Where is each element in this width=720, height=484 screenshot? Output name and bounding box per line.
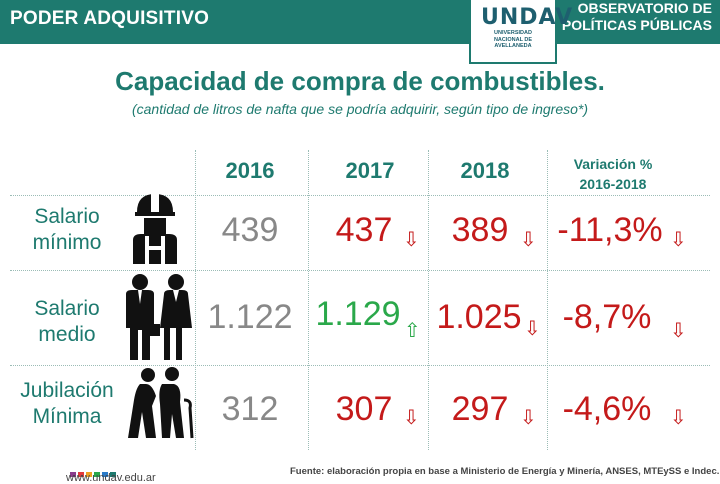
- elderly-couple-icon: [128, 367, 194, 439]
- cell-salario-medio-2017: 1.129: [315, 295, 401, 333]
- row-label-line2: Mínima: [32, 405, 102, 428]
- undav-logo: UNDAV UNIVERSIDAD NACIONAL DE AVELLANEDA: [469, 0, 572, 64]
- down-arrow-icon: ⇩: [670, 227, 687, 251]
- section-title: PODER ADQUISITIVO: [10, 8, 210, 29]
- grid-vline: [428, 150, 429, 450]
- col-header-variation: Variación % 2016-2018: [558, 154, 668, 194]
- cell-salario-minimo-2016: 439: [221, 211, 279, 249]
- page-title: Capacidad de compra de combustibles.: [115, 66, 605, 96]
- org-name: OBSERVATORIO DE POLÍTICAS PÚBLICAS: [562, 0, 712, 34]
- grid-hline: [10, 270, 710, 271]
- grid-vline: [547, 150, 548, 450]
- col-header-2018: 2018: [460, 158, 510, 183]
- up-arrow-icon: ⇧: [404, 318, 421, 342]
- grid-vline: [308, 150, 309, 450]
- cell-jubilacion-minima-variation: -4,6%: [562, 390, 652, 428]
- cell-salario-minimo-variation: -11,3%: [557, 211, 663, 249]
- row-label-line1: Salario: [34, 205, 100, 228]
- logo-mark: UNDAV: [481, 5, 574, 30]
- col-header-2017: 2017: [345, 158, 395, 183]
- logo-sub-line2: NACIONAL DE: [493, 36, 533, 43]
- grid-vline: [195, 150, 196, 450]
- col-header-variation-line1: Variación %: [573, 156, 653, 172]
- grid-hline: [10, 365, 710, 366]
- col-header-variation-line2: 2016-2018: [579, 176, 647, 192]
- header-bar: PODER ADQUISITIVO OBSERVATORIO DE POLÍTI…: [0, 0, 720, 44]
- cell-salario-minimo-2018: 389: [451, 211, 509, 249]
- row-label-line1: Salario: [34, 297, 100, 320]
- office-workers-icon: [126, 274, 192, 360]
- worker-icon: [133, 192, 177, 264]
- cell-salario-medio-2018: 1.025: [436, 298, 522, 336]
- cell-salario-medio-2016: 1.122: [207, 298, 293, 336]
- row-label-line2: medio: [38, 323, 96, 346]
- down-arrow-icon: ⇩: [403, 405, 420, 429]
- down-arrow-icon: ⇩: [403, 227, 420, 251]
- logo-subtitle: UNIVERSIDAD NACIONAL DE AVELLANEDA: [471, 30, 555, 50]
- row-label-salario-minimo: Salario mínimo: [12, 204, 122, 256]
- source-note: Fuente: elaboración propia en base a Min…: [290, 466, 720, 477]
- footer-url[interactable]: www.undav.edu.ar: [66, 472, 156, 484]
- cell-salario-medio-variation: -8,7%: [562, 298, 652, 336]
- cell-jubilacion-minima-2016: 312: [221, 390, 279, 428]
- down-arrow-icon: ⇩: [520, 405, 537, 429]
- col-header-2016: 2016: [225, 158, 275, 183]
- row-label-line1: Jubilación: [20, 379, 114, 402]
- logo-sub-line3: AVELLANEDA: [494, 43, 532, 49]
- org-name-line2: POLÍTICAS PÚBLICAS: [561, 17, 712, 33]
- grid-hline: [10, 195, 710, 196]
- page-subtitle: (cantidad de litros de nafta que se podr…: [131, 101, 589, 117]
- cell-jubilacion-minima-2018: 297: [451, 390, 509, 428]
- undav-color-dots: [70, 464, 118, 482]
- row-label-jubilacion-minima: Jubilación Mínima: [12, 378, 122, 430]
- org-name-line1: OBSERVATORIO DE: [577, 0, 712, 16]
- row-label-line2: mínimo: [32, 231, 102, 254]
- down-arrow-icon: ⇩: [524, 316, 541, 340]
- down-arrow-icon: ⇩: [670, 318, 687, 342]
- down-arrow-icon: ⇩: [670, 405, 687, 429]
- row-label-salario-medio: Salario medio: [12, 296, 122, 348]
- cell-jubilacion-minima-2017: 307: [335, 390, 393, 428]
- logo-sub-line1: UNIVERSIDAD: [494, 30, 532, 36]
- cell-salario-minimo-2017: 437: [335, 211, 393, 249]
- down-arrow-icon: ⇩: [520, 227, 537, 251]
